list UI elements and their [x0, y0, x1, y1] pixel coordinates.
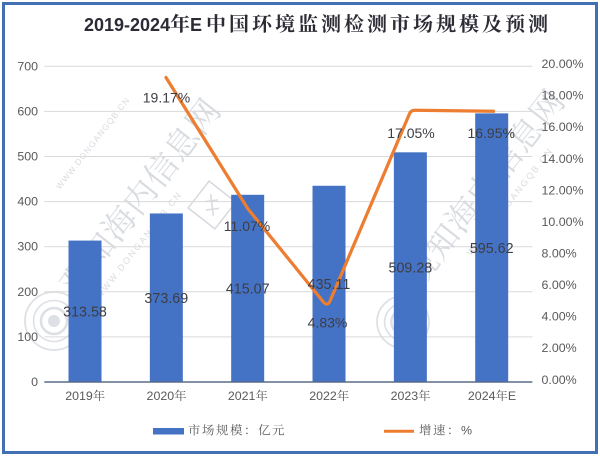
svg-text:4.00%: 4.00% [542, 310, 577, 324]
svg-text:10.00%: 10.00% [542, 215, 584, 229]
svg-text:200: 200 [17, 285, 38, 299]
svg-text:6.00%: 6.00% [542, 278, 577, 292]
svg-text:0: 0 [31, 375, 38, 389]
svg-text:4.83%: 4.83% [308, 314, 348, 330]
svg-text:2.00%: 2.00% [542, 341, 577, 355]
svg-text:%: % [461, 424, 472, 438]
svg-text:20.00%: 20.00% [542, 57, 584, 71]
svg-text:11.07%: 11.07% [224, 218, 270, 234]
svg-text:509.28: 509.28 [389, 260, 433, 276]
svg-text:500: 500 [17, 150, 38, 164]
svg-text:16.95%: 16.95% [467, 125, 514, 141]
svg-text:E: E [508, 389, 516, 403]
svg-text:400: 400 [17, 195, 38, 209]
svg-text:373.69: 373.69 [144, 291, 188, 307]
svg-text:2023: 2023 [391, 389, 419, 403]
svg-text:2020: 2020 [147, 389, 175, 403]
svg-text:16.00%: 16.00% [542, 120, 584, 134]
svg-text:12.00%: 12.00% [542, 183, 584, 197]
svg-text:600: 600 [17, 104, 38, 118]
svg-text:415.07: 415.07 [226, 282, 270, 298]
svg-text:700: 700 [17, 59, 38, 73]
svg-text:100: 100 [17, 330, 38, 344]
svg-text:E: E [190, 15, 202, 35]
svg-text:595.62: 595.62 [470, 241, 514, 257]
svg-text:0.00%: 0.00% [542, 373, 577, 387]
svg-text:8.00%: 8.00% [542, 247, 577, 261]
svg-text:313.58: 313.58 [63, 304, 107, 320]
svg-text:2019-2024: 2019-2024 [84, 15, 170, 35]
svg-text:2019: 2019 [65, 389, 93, 403]
svg-text:17.05%: 17.05% [387, 125, 434, 141]
svg-text:19.17%: 19.17% [143, 89, 190, 105]
svg-text:2022: 2022 [309, 389, 337, 403]
svg-text:18.00%: 18.00% [542, 89, 584, 103]
svg-text:2021: 2021 [228, 389, 256, 403]
svg-text:435.11: 435.11 [308, 277, 351, 293]
svg-text:14.00%: 14.00% [542, 152, 584, 166]
svg-text:2024: 2024 [468, 389, 496, 403]
svg-text:300: 300 [17, 240, 38, 254]
